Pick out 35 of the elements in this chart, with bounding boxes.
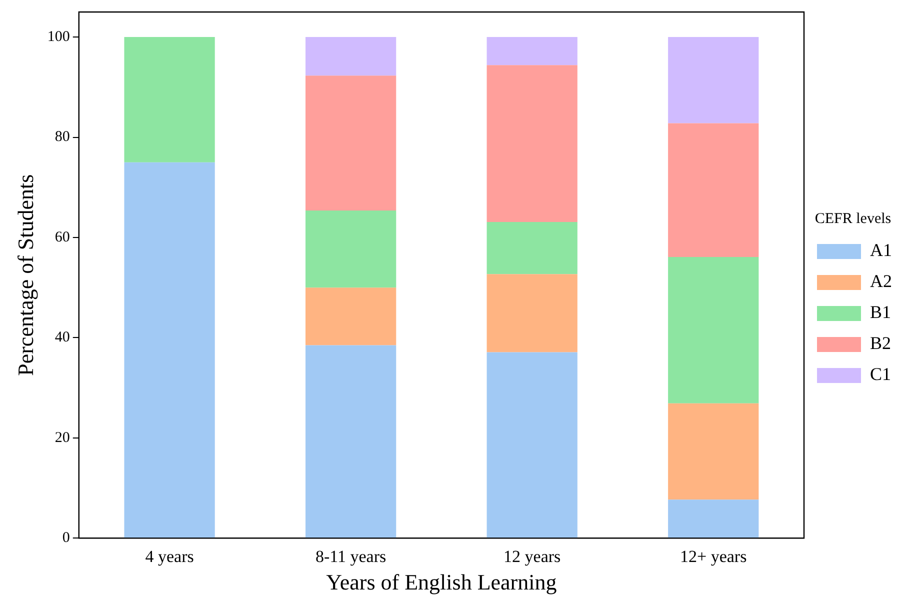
bar: [305, 345, 396, 538]
bar: [486, 37, 578, 66]
legend-label: B1: [870, 302, 892, 322]
x-tick-label: 8-11 years: [315, 546, 386, 566]
bar: [305, 288, 396, 346]
legend-label: A1: [870, 240, 892, 260]
legend-title: CEFR levels: [814, 210, 892, 227]
bar: [124, 162, 215, 538]
bar: [124, 37, 215, 162]
bar: [668, 500, 759, 538]
y-tick-label: 60: [54, 229, 70, 246]
bar: [305, 210, 396, 288]
bar: [668, 257, 759, 404]
bar: [486, 65, 578, 222]
y-tick-label: 0: [62, 530, 70, 546]
bar: [668, 37, 759, 124]
y-tick-label: 20: [54, 430, 70, 446]
legend-label: B2: [870, 333, 892, 354]
bar: [486, 352, 578, 538]
bar: [668, 123, 759, 258]
legend-label: A2: [870, 271, 892, 292]
y-tick-label: 40: [54, 330, 70, 346]
x-tick-label: 12+ years: [680, 546, 747, 566]
y-tick-label: 100: [47, 28, 70, 45]
bar: [486, 274, 578, 352]
bar: [305, 76, 396, 210]
x-axis-title: Years of English Learning: [326, 570, 557, 595]
bar: [305, 37, 396, 76]
legend-label: C1: [870, 364, 892, 384]
y-axis-title: Percentage of Students: [12, 174, 38, 376]
bar: [486, 222, 578, 274]
x-tick-label: 12 years: [504, 546, 561, 566]
y-tick-label: 80: [54, 129, 70, 146]
x-tick-label: 4 years: [145, 546, 194, 566]
bar: [668, 403, 759, 500]
